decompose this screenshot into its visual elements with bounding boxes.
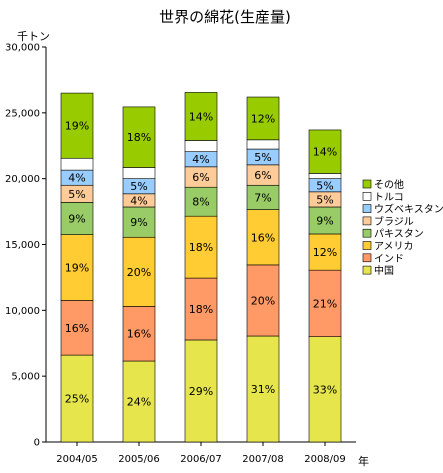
- y-axis-unit-label: 千トン: [17, 30, 50, 43]
- legend-swatch: [362, 179, 372, 189]
- legend-entry: トルコ: [374, 192, 404, 203]
- bar-segment: [60, 300, 94, 356]
- segment-label: 8%: [192, 196, 209, 209]
- bar-segment: [184, 92, 218, 141]
- segment-label: 25%: [65, 393, 89, 406]
- legend-entry: ウズベキスタン: [374, 203, 443, 216]
- legend-entry: ブラジル: [374, 215, 414, 228]
- bar-segment: [246, 184, 280, 210]
- bar-segment: [184, 339, 218, 443]
- bar-segment: [60, 157, 94, 171]
- segment-label: 4%: [130, 194, 147, 207]
- segment-label: 14%: [313, 146, 337, 159]
- bar-segment: [122, 360, 156, 443]
- bar-segment: [184, 140, 218, 152]
- bar-segment: [60, 202, 94, 235]
- bar-segment: [184, 215, 218, 279]
- x-tick-label: 2007/08: [242, 454, 284, 465]
- bar-segment: [60, 92, 94, 159]
- bar-segment: [122, 167, 156, 179]
- y-tick-label: 15,000: [5, 240, 40, 251]
- segment-label: 4%: [68, 172, 85, 185]
- segment-label: 16%: [251, 231, 275, 244]
- legend-entry: インド: [374, 254, 404, 265]
- segment-label: 5%: [316, 193, 333, 206]
- y-tick-label: 25,000: [5, 108, 40, 119]
- bar-segment: [246, 335, 280, 443]
- segment-label: 24%: [127, 396, 151, 409]
- bars: 25%16%19%9%5%4%19%24%16%20%9%4%5%18%29%1…: [60, 92, 342, 443]
- segment-label: 6%: [254, 169, 271, 182]
- legend-swatch: [362, 216, 372, 226]
- segment-label: 5%: [130, 180, 147, 193]
- segment-label: 21%: [313, 297, 337, 310]
- segment-label: 20%: [251, 294, 275, 307]
- segment-label: 6%: [192, 171, 209, 184]
- bar-segment: [308, 206, 342, 235]
- segment-label: 9%: [130, 216, 147, 229]
- y-tick-label: 0: [34, 438, 40, 449]
- bar-segment: [184, 186, 218, 217]
- legend-swatch: [362, 265, 372, 275]
- legend-swatch: [362, 241, 372, 250]
- segment-label: 4%: [192, 153, 209, 166]
- legend-swatch: [362, 228, 372, 238]
- segment-label: 16%: [65, 322, 89, 335]
- bar-segment: [246, 139, 280, 150]
- bar-segment: [122, 236, 156, 307]
- segment-label: 5%: [254, 151, 271, 164]
- bar-segment: [308, 336, 342, 443]
- bar-segment: [308, 173, 342, 179]
- bar-segment: [308, 269, 342, 337]
- y-tick-label: 30,000: [5, 43, 40, 54]
- y-tick-label: 10,000: [5, 306, 40, 317]
- segment-label: 19%: [65, 120, 89, 133]
- segment-label: 5%: [68, 188, 85, 201]
- x-tick-label: 2004/05: [56, 454, 98, 465]
- segment-label: 18%: [127, 131, 151, 144]
- segment-label: 19%: [65, 262, 89, 275]
- legend-swatch: [362, 253, 372, 263]
- segment-label: 12%: [251, 112, 275, 125]
- chart-title: 世界の綿花(生産量): [159, 8, 291, 26]
- x-tick-label: 2006/07: [180, 454, 222, 465]
- legend-entry: その他: [374, 178, 404, 191]
- segment-label: 18%: [189, 303, 213, 316]
- segment-label: 33%: [313, 383, 337, 396]
- segment-label: 29%: [189, 385, 213, 398]
- x-tick-label: 2008/09: [304, 454, 346, 465]
- axes: 0 5,000 10,000 15,000 20,000 25,000 30,000 2004…: [5, 43, 356, 465]
- segment-label: 16%: [127, 328, 151, 341]
- bar-segment: [246, 264, 280, 337]
- legend-entry: アメリカ: [374, 241, 414, 253]
- y-tick-label: 5,000: [11, 372, 40, 383]
- legend-entry: 中国: [374, 264, 394, 277]
- segment-label: 18%: [189, 241, 213, 254]
- legend-entry: パキスタン: [374, 228, 424, 240]
- segment-label: 31%: [251, 383, 275, 396]
- segment-label: 20%: [127, 266, 151, 279]
- segment-label: 9%: [68, 212, 85, 225]
- legend-swatch: [362, 192, 372, 201]
- bar-segment: [122, 206, 156, 238]
- segment-label: 5%: [316, 179, 333, 192]
- segment-label: 12%: [313, 246, 337, 259]
- bar-segment: [122, 306, 156, 362]
- segment-label: 9%: [316, 214, 333, 227]
- segment-label: 7%: [254, 191, 271, 204]
- bar-segment: [184, 277, 218, 341]
- bar-segment: [308, 233, 342, 271]
- segment-label: 14%: [189, 110, 213, 123]
- bar-segment: [60, 354, 94, 443]
- y-tick-label: 20,000: [5, 174, 40, 185]
- legend-swatch: [362, 204, 372, 213]
- bar-segment: [308, 129, 342, 174]
- x-tick-label: 2005/06: [118, 454, 160, 465]
- x-axis-unit-label: 年: [358, 454, 369, 468]
- bar-segment: [60, 234, 94, 301]
- bar-segment: [122, 106, 156, 168]
- bar-segment: [246, 96, 280, 141]
